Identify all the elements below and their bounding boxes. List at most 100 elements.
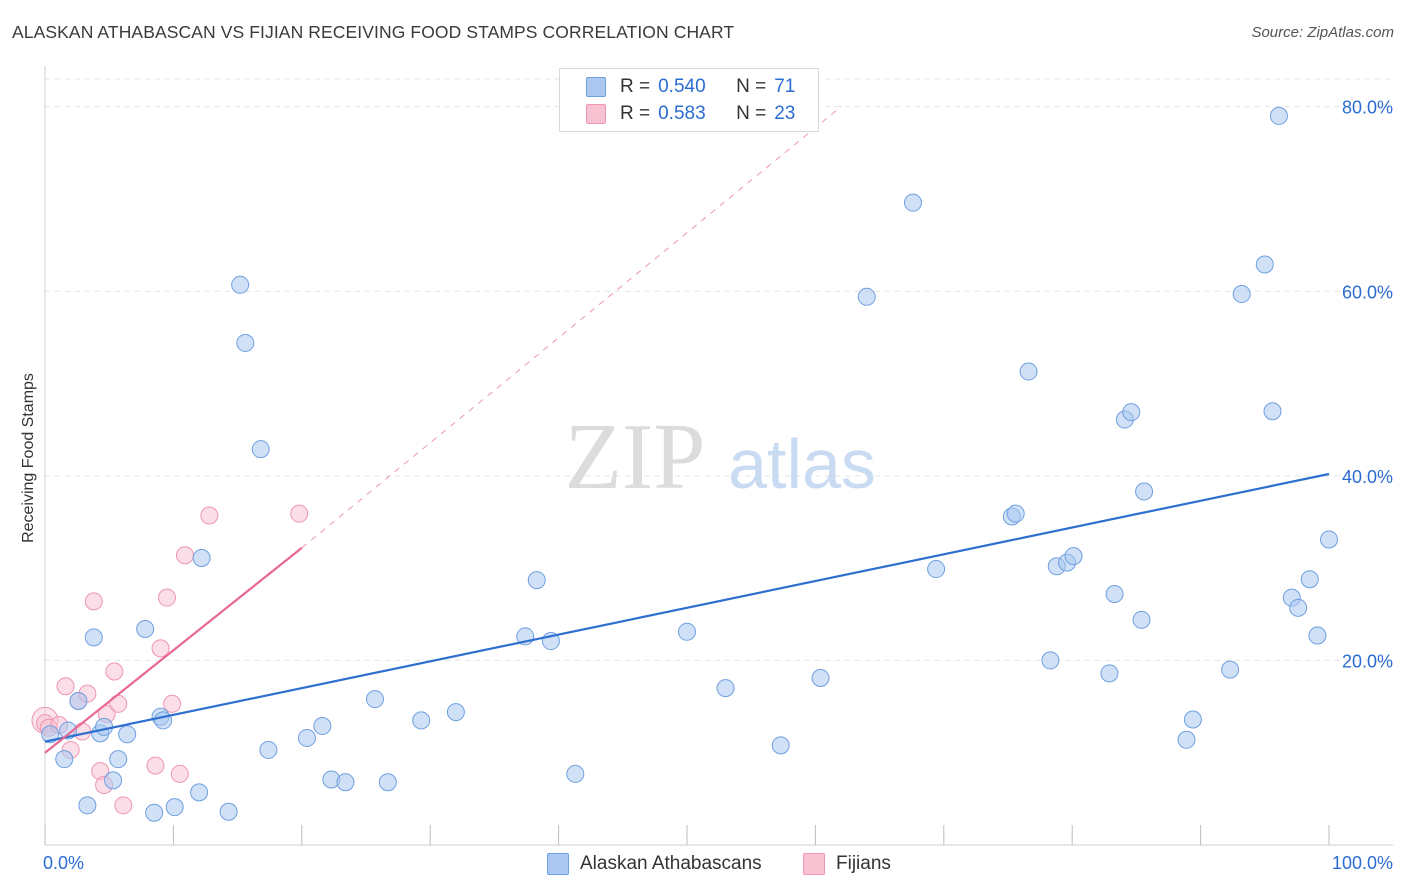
legend-r-label: R = <box>620 76 651 97</box>
y-tick-label: 40.0% <box>1342 467 1393 487</box>
athabascan-point <box>1064 547 1083 566</box>
fijian-trend-extension <box>301 106 842 549</box>
bottom-legend-swatch-pink <box>803 853 825 875</box>
athabascan-point <box>104 771 123 790</box>
athabascan-point <box>1100 664 1119 683</box>
chart-title: ALASKAN ATHABASCAN VS FIJIAN RECEIVING F… <box>12 22 735 42</box>
legend-n-value-blue: 71 <box>774 76 796 97</box>
athabascan-point <box>190 783 209 802</box>
correlation-legend: R = 0.540 N = 71 R = 0.583 N = 23 <box>559 68 819 132</box>
legend-n-value-pink: 23 <box>774 103 796 124</box>
athabascan-point <box>69 692 88 711</box>
x-tick-label-max: 100.0% <box>1332 853 1393 873</box>
athabascan-point <box>251 440 270 459</box>
athabascan-point <box>1255 255 1274 274</box>
legend-row-athabascans: R = 0.540 N = 71 <box>586 75 795 99</box>
athabascans-points <box>41 106 1338 822</box>
tick-labels: 20.0% 40.0% 60.0% 80.0% 0.0% 100.0% <box>43 98 1393 873</box>
athabascan-point <box>1289 598 1308 617</box>
fijian-point <box>114 796 133 815</box>
athabascan-point <box>1177 730 1196 749</box>
bottom-legend-label-athabascans: Alaskan Athabascans <box>580 853 762 874</box>
legend-r-label: R = <box>620 103 651 124</box>
athabascan-point <box>527 571 546 590</box>
athabascan-point <box>84 628 103 647</box>
athabascan-point <box>1122 403 1141 422</box>
athabascan-point <box>678 622 696 641</box>
fijian-trend-line <box>44 546 303 754</box>
athabascan-point <box>297 728 316 747</box>
athabascan-point <box>336 773 355 792</box>
bottom-legend-label-fijians: Fijians <box>836 853 891 874</box>
legend-swatch-pink <box>586 104 606 124</box>
bottom-legend-fijians: Fijians <box>803 852 891 876</box>
athabascan-point <box>78 796 97 815</box>
fijian-point <box>105 662 124 681</box>
athabascan-point <box>927 560 946 579</box>
fijian-point <box>56 677 75 696</box>
legend-row-fijians: R = 0.583 N = 23 <box>586 102 795 126</box>
athabascan-point <box>811 668 830 687</box>
fijian-point <box>157 588 176 607</box>
athabascan-point <box>1308 626 1327 645</box>
athabascan-point <box>412 711 431 730</box>
legend-n-label: N = <box>736 103 767 124</box>
athabascan-point <box>446 703 465 722</box>
legend-r-value-blue: 0.540 <box>658 76 706 97</box>
athabascan-point <box>566 764 585 783</box>
athabascan-point <box>1320 530 1338 549</box>
x-tick-label-min: 0.0% <box>43 853 84 873</box>
athabascan-point <box>41 725 60 744</box>
fijian-point <box>290 504 309 523</box>
athabascan-point <box>259 740 278 759</box>
athabascan-point <box>1183 710 1202 729</box>
bottom-legend-swatch-blue <box>547 853 569 875</box>
athabascan-point <box>95 717 114 736</box>
athabascan-point <box>1135 482 1154 501</box>
y-tick-label: 20.0% <box>1342 651 1393 671</box>
athabascan-point <box>1232 285 1251 304</box>
athabascan-point <box>165 798 184 817</box>
legend-swatch-blue <box>586 77 606 97</box>
athabascan-point <box>136 620 155 639</box>
athabascan-point <box>1300 570 1319 589</box>
athabascan-point <box>231 275 250 294</box>
fijian-point <box>170 764 189 783</box>
fijian-point <box>175 546 194 565</box>
athabascan-point <box>378 773 397 792</box>
watermark-zip: ZIP <box>565 405 706 509</box>
athabascan-point <box>1269 106 1288 125</box>
athabascan-point <box>716 679 735 698</box>
legend-r-value-pink: 0.583 <box>658 103 706 124</box>
watermark: ZIP atlas <box>565 405 876 509</box>
athabascan-point <box>154 711 173 730</box>
y-tick-label: 60.0% <box>1342 282 1393 302</box>
legend-n-label: N = <box>736 76 767 97</box>
fijian-point <box>146 756 165 775</box>
fijians-points <box>31 504 309 815</box>
athabascan-point <box>1105 584 1124 603</box>
athabascan-point <box>1019 362 1038 381</box>
gridlines <box>45 78 1393 661</box>
athabascan-point <box>1221 660 1240 679</box>
athabascan-point <box>857 287 876 306</box>
trend-lines <box>44 106 1330 754</box>
bottom-legend-athabascans: Alaskan Athabascans <box>547 852 762 876</box>
athabascan-point <box>55 750 74 769</box>
athabascan-point <box>1263 402 1282 421</box>
athabascan-point <box>145 803 164 822</box>
athabascan-point <box>365 690 384 709</box>
athabascan-point <box>118 725 137 744</box>
athabascan-point <box>1132 610 1151 629</box>
fijian-point <box>84 592 103 611</box>
athabascan-point <box>1041 651 1060 670</box>
athabascan-point <box>903 193 922 212</box>
athabascan-point <box>219 802 238 821</box>
athabascan-point <box>109 750 128 769</box>
athabascan-point <box>771 736 790 755</box>
athabascan-point <box>1006 504 1025 523</box>
athabascan-point <box>192 548 211 567</box>
fijian-point <box>151 639 170 658</box>
athabascan-point <box>236 333 255 352</box>
